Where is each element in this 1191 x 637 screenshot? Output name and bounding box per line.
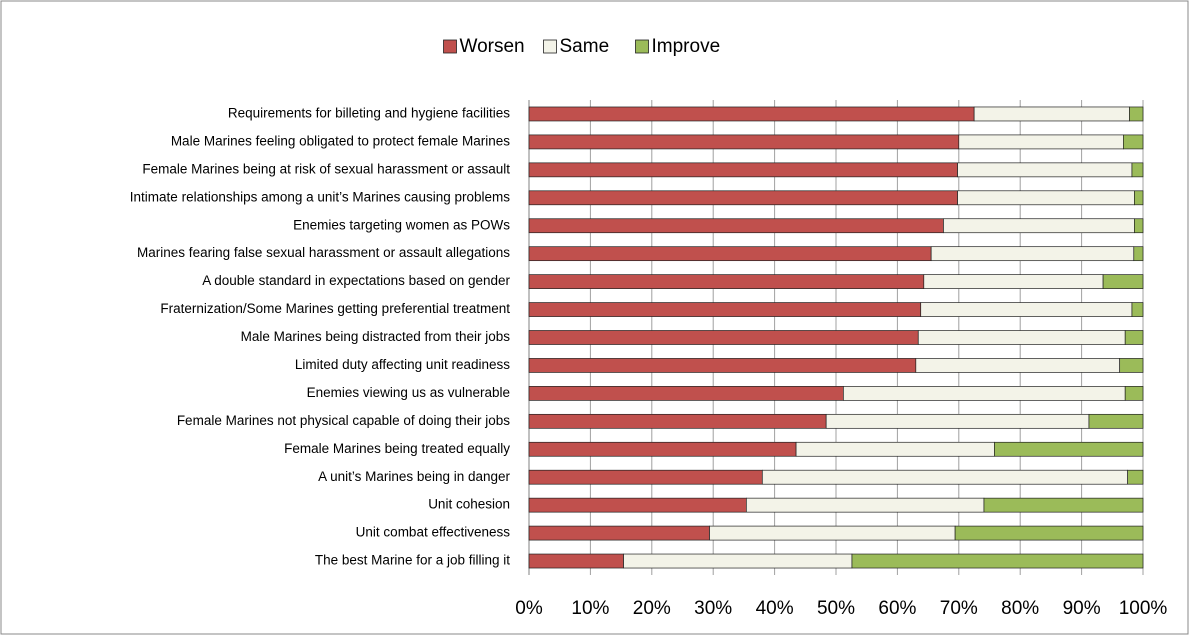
bar-segment xyxy=(923,274,1104,289)
category-label: Limited duty affecting unit readiness xyxy=(295,357,510,372)
category-label: Female Marines being treated equally xyxy=(284,441,510,456)
bar-segment xyxy=(851,553,1144,569)
category-label: Fraternization/Some Marines getting pref… xyxy=(160,301,510,316)
bar-segment xyxy=(623,553,853,569)
bar-segment xyxy=(528,106,975,122)
x-tick-label: 90% xyxy=(1063,598,1101,619)
bar-segment xyxy=(1131,162,1144,178)
bar-segment xyxy=(920,302,1133,317)
bar-segment xyxy=(957,190,1135,206)
category-label: Unit cohesion xyxy=(428,497,510,512)
bar-segment xyxy=(709,525,956,541)
legend-swatch xyxy=(635,39,649,54)
bar-segment xyxy=(1131,302,1144,317)
bar-segment xyxy=(1102,274,1144,289)
bar-segment xyxy=(528,358,917,373)
x-tick-label: 100% xyxy=(1119,598,1168,619)
bar-segment xyxy=(1127,469,1144,485)
x-tick-label: 70% xyxy=(940,598,978,619)
category-label: Male Marines feeling obligated to protec… xyxy=(171,133,510,148)
bar-segment xyxy=(528,302,922,317)
bar-segment xyxy=(930,246,1135,262)
bar-segment xyxy=(958,134,1124,150)
bar-segment xyxy=(528,330,919,345)
x-tick-label: 40% xyxy=(756,598,794,619)
bar-segment xyxy=(528,469,763,485)
bar-segment xyxy=(528,525,710,541)
x-tick-label: 80% xyxy=(1001,598,1039,619)
bar-segment xyxy=(528,134,960,150)
category-label: Requirements for billeting and hygiene f… xyxy=(228,106,510,121)
category-label: Marines fearing false sexual harassment … xyxy=(137,245,510,260)
bar-segment xyxy=(957,162,1133,178)
category-label: Intimate relationships among a unit’s Ma… xyxy=(130,189,510,204)
bar-segment xyxy=(528,274,925,289)
x-tick-label: 50% xyxy=(817,598,855,619)
bar-segment xyxy=(528,386,844,401)
bar-segment xyxy=(915,358,1121,373)
bar-segment xyxy=(1124,330,1144,345)
bar-segment xyxy=(943,218,1135,234)
bar-segment xyxy=(1133,246,1144,262)
legend-label: Same xyxy=(560,36,610,57)
bar-segment xyxy=(1134,218,1144,234)
bar-segment xyxy=(1129,106,1144,122)
category-label: A double standard in expectations based … xyxy=(202,273,510,288)
bar-segment xyxy=(1119,358,1144,373)
bar-segment xyxy=(528,553,624,569)
bar-segment xyxy=(746,497,985,513)
category-label: Female Marines being at risk of sexual h… xyxy=(142,161,510,176)
bar-segment xyxy=(528,441,797,457)
bar-segment xyxy=(528,497,747,513)
legend-label: Worsen xyxy=(460,36,525,57)
bar-segment xyxy=(973,106,1130,122)
bar-segment xyxy=(983,497,1144,513)
bar-segment xyxy=(843,386,1126,401)
x-tick-label: 30% xyxy=(694,598,732,619)
category-label: Enemies viewing us as vulnerable xyxy=(307,385,510,400)
bar-segment xyxy=(1124,386,1144,401)
legend-swatch xyxy=(443,39,457,54)
bar-segment xyxy=(1088,413,1144,429)
bar-segment xyxy=(795,441,995,457)
category-label: Enemies targeting women as POWs xyxy=(293,217,510,232)
category-label: A unit’s Marines being in danger xyxy=(318,469,510,484)
bar-segment xyxy=(994,441,1144,457)
bar-segment xyxy=(1123,134,1144,150)
bar-segment xyxy=(528,246,932,262)
category-label: Unit combat effectiveness xyxy=(356,525,511,540)
bar-segment xyxy=(1134,190,1144,206)
bar-segment xyxy=(761,469,1128,485)
bar-segment xyxy=(528,413,827,429)
bar-segment xyxy=(528,190,958,206)
category-label: Female Marines not physical capable of d… xyxy=(177,413,510,428)
x-tick-label: 60% xyxy=(878,598,916,619)
x-tick-label: 0% xyxy=(515,598,543,619)
legend-label: Improve xyxy=(652,36,721,57)
bar-segment xyxy=(825,413,1090,429)
bar-segment xyxy=(954,525,1144,541)
x-tick-label: 20% xyxy=(633,598,671,619)
bar-segment xyxy=(528,218,944,234)
bar-segment xyxy=(528,162,958,178)
legend-swatch xyxy=(543,39,557,54)
category-label: Male Marines being distracted from their… xyxy=(241,329,511,344)
category-label: The best Marine for a job filling it xyxy=(315,553,510,568)
bar-segment xyxy=(917,330,1126,345)
x-tick-label: 10% xyxy=(571,598,609,619)
